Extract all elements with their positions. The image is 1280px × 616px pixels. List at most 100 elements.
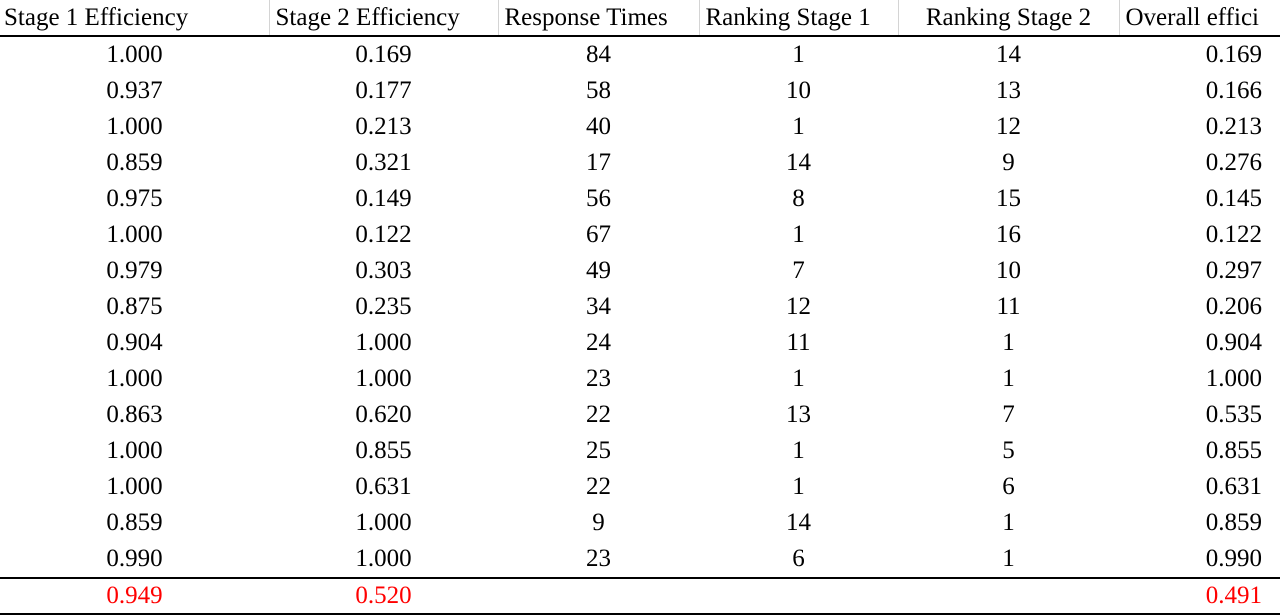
cell-ranking-stage2[interactable]: 1 xyxy=(1002,509,1015,536)
cell-response-time[interactable]: 22 xyxy=(586,401,611,428)
cell-response-time[interactable]: 34 xyxy=(586,293,611,320)
summary-cell-stage2-efficiency[interactable]: 0.520 xyxy=(269,577,498,615)
cell-overall-efficiency[interactable]: 0.166 xyxy=(1205,77,1262,104)
cell-ranking-stage1[interactable]: 1 xyxy=(792,437,805,464)
cell-response-time[interactable]: 58 xyxy=(586,77,611,104)
cell-stage2-efficiency[interactable]: 0.235 xyxy=(355,293,412,320)
header-stage1-efficiency[interactable]: Stage 1 Efficiency xyxy=(0,0,269,37)
cell-ranking-stage1[interactable]: 10 xyxy=(786,77,811,104)
cell-ranking-stage2[interactable]: 13 xyxy=(996,77,1021,104)
header-ranking-stage2[interactable]: Ranking Stage 2 xyxy=(897,0,1119,37)
cell-stage2-efficiency[interactable]: 0.213 xyxy=(355,113,412,140)
summary-cell-response-time[interactable] xyxy=(498,577,699,615)
cell-stage1-efficiency[interactable]: 1.000 xyxy=(106,113,163,140)
cell-response-time[interactable]: 24 xyxy=(586,329,611,356)
cell-ranking-stage1[interactable]: 1 xyxy=(792,473,805,500)
cell-ranking-stage2[interactable]: 5 xyxy=(1002,437,1015,464)
cell-stage1-efficiency[interactable]: 0.863 xyxy=(106,401,163,428)
cell-stage2-efficiency[interactable]: 0.855 xyxy=(355,437,412,464)
cell-overall-efficiency[interactable]: 0.206 xyxy=(1205,293,1262,320)
cell-ranking-stage1[interactable]: 8 xyxy=(792,185,805,212)
cell-stage2-efficiency[interactable]: 1.000 xyxy=(355,509,412,536)
cell-ranking-stage2[interactable]: 16 xyxy=(996,221,1021,248)
summary-cell-ranking-stage2[interactable] xyxy=(898,577,1119,615)
cell-stage1-efficiency[interactable]: 1.000 xyxy=(106,221,163,248)
cell-response-time[interactable]: 56 xyxy=(586,185,611,212)
cell-stage1-efficiency[interactable]: 1.000 xyxy=(106,437,163,464)
header-ranking-stage1[interactable]: Ranking Stage 1 xyxy=(698,0,898,37)
header-response-times[interactable]: Response Times xyxy=(497,0,699,37)
cell-overall-efficiency[interactable]: 0.276 xyxy=(1205,149,1262,176)
cell-response-time[interactable]: 67 xyxy=(586,221,611,248)
cell-ranking-stage1[interactable]: 6 xyxy=(792,545,805,572)
cell-response-time[interactable]: 49 xyxy=(586,257,611,284)
cell-overall-efficiency[interactable]: 0.535 xyxy=(1205,401,1262,428)
cell-ranking-stage2[interactable]: 15 xyxy=(996,185,1021,212)
cell-ranking-stage2[interactable]: 9 xyxy=(1002,149,1015,176)
cell-ranking-stage1[interactable]: 13 xyxy=(786,401,811,428)
cell-overall-efficiency[interactable]: 0.859 xyxy=(1205,509,1262,536)
cell-stage1-efficiency[interactable]: 0.979 xyxy=(106,257,163,284)
cell-stage2-efficiency[interactable]: 0.321 xyxy=(355,149,412,176)
header-stage2-efficiency[interactable]: Stage 2 Efficiency xyxy=(268,0,498,37)
cell-ranking-stage1[interactable]: 1 xyxy=(792,41,805,68)
cell-ranking-stage2[interactable]: 12 xyxy=(996,113,1021,140)
cell-response-time[interactable]: 22 xyxy=(586,473,611,500)
cell-overall-efficiency[interactable]: 1.000 xyxy=(1205,365,1262,392)
cell-ranking-stage1[interactable]: 7 xyxy=(792,257,805,284)
cell-ranking-stage2[interactable]: 1 xyxy=(1002,365,1015,392)
cell-stage1-efficiency[interactable]: 0.859 xyxy=(106,509,163,536)
cell-stage2-efficiency[interactable]: 0.122 xyxy=(355,221,412,248)
cell-stage2-efficiency[interactable]: 0.149 xyxy=(355,185,412,212)
cell-ranking-stage2[interactable]: 10 xyxy=(996,257,1021,284)
cell-overall-efficiency[interactable]: 0.213 xyxy=(1205,113,1262,140)
cell-overall-efficiency[interactable]: 0.122 xyxy=(1205,221,1262,248)
cell-stage1-efficiency[interactable]: 0.904 xyxy=(106,329,163,356)
cell-ranking-stage1[interactable]: 11 xyxy=(786,329,811,356)
cell-stage2-efficiency[interactable]: 0.620 xyxy=(355,401,412,428)
cell-stage2-efficiency[interactable]: 0.303 xyxy=(355,257,412,284)
cell-overall-efficiency[interactable]: 0.904 xyxy=(1205,329,1262,356)
cell-ranking-stage2[interactable]: 11 xyxy=(996,293,1021,320)
cell-response-time[interactable]: 23 xyxy=(586,365,611,392)
cell-response-time[interactable]: 9 xyxy=(592,509,605,536)
cell-ranking-stage1[interactable]: 12 xyxy=(786,293,811,320)
cell-ranking-stage1[interactable]: 1 xyxy=(792,365,805,392)
cell-overall-efficiency[interactable]: 0.145 xyxy=(1205,185,1262,212)
cell-stage2-efficiency[interactable]: 1.000 xyxy=(355,365,412,392)
cell-overall-efficiency[interactable]: 0.990 xyxy=(1205,545,1262,572)
cell-ranking-stage2[interactable]: 14 xyxy=(996,41,1021,68)
cell-stage2-efficiency[interactable]: 1.000 xyxy=(355,545,412,572)
cell-stage2-efficiency[interactable]: 0.177 xyxy=(355,77,412,104)
cell-overall-efficiency[interactable]: 0.169 xyxy=(1205,41,1262,68)
header-overall-efficiency[interactable]: Overall effici xyxy=(1118,0,1280,37)
cell-ranking-stage1[interactable]: 1 xyxy=(792,221,805,248)
cell-stage2-efficiency[interactable]: 0.169 xyxy=(355,41,412,68)
cell-stage2-efficiency[interactable]: 0.631 xyxy=(355,473,412,500)
cell-overall-efficiency[interactable]: 0.631 xyxy=(1205,473,1262,500)
cell-response-time[interactable]: 84 xyxy=(586,41,611,68)
cell-stage1-efficiency[interactable]: 0.990 xyxy=(106,545,163,572)
cell-stage1-efficiency[interactable]: 1.000 xyxy=(106,473,163,500)
cell-stage1-efficiency[interactable]: 1.000 xyxy=(106,41,163,68)
summary-cell-stage1-efficiency[interactable]: 0.949 xyxy=(0,577,269,615)
cell-response-time[interactable]: 40 xyxy=(586,113,611,140)
cell-stage1-efficiency[interactable]: 0.859 xyxy=(106,149,163,176)
cell-ranking-stage2[interactable]: 7 xyxy=(1002,401,1015,428)
cell-ranking-stage1[interactable]: 14 xyxy=(786,509,811,536)
cell-ranking-stage1[interactable]: 14 xyxy=(786,149,811,176)
cell-stage1-efficiency[interactable]: 1.000 xyxy=(106,365,163,392)
summary-cell-overall-efficiency[interactable]: 0.491 xyxy=(1119,577,1280,615)
cell-ranking-stage2[interactable]: 6 xyxy=(1002,473,1015,500)
cell-response-time[interactable]: 17 xyxy=(586,149,611,176)
cell-ranking-stage2[interactable]: 1 xyxy=(1002,329,1015,356)
cell-stage1-efficiency[interactable]: 0.937 xyxy=(106,77,163,104)
cell-stage2-efficiency[interactable]: 1.000 xyxy=(355,329,412,356)
cell-ranking-stage2[interactable]: 1 xyxy=(1002,545,1015,572)
summary-cell-ranking-stage1[interactable] xyxy=(699,577,898,615)
cell-stage1-efficiency[interactable]: 0.875 xyxy=(106,293,163,320)
cell-overall-efficiency[interactable]: 0.297 xyxy=(1205,257,1262,284)
cell-stage1-efficiency[interactable]: 0.975 xyxy=(106,185,163,212)
cell-response-time[interactable]: 25 xyxy=(586,437,611,464)
cell-overall-efficiency[interactable]: 0.855 xyxy=(1205,437,1262,464)
